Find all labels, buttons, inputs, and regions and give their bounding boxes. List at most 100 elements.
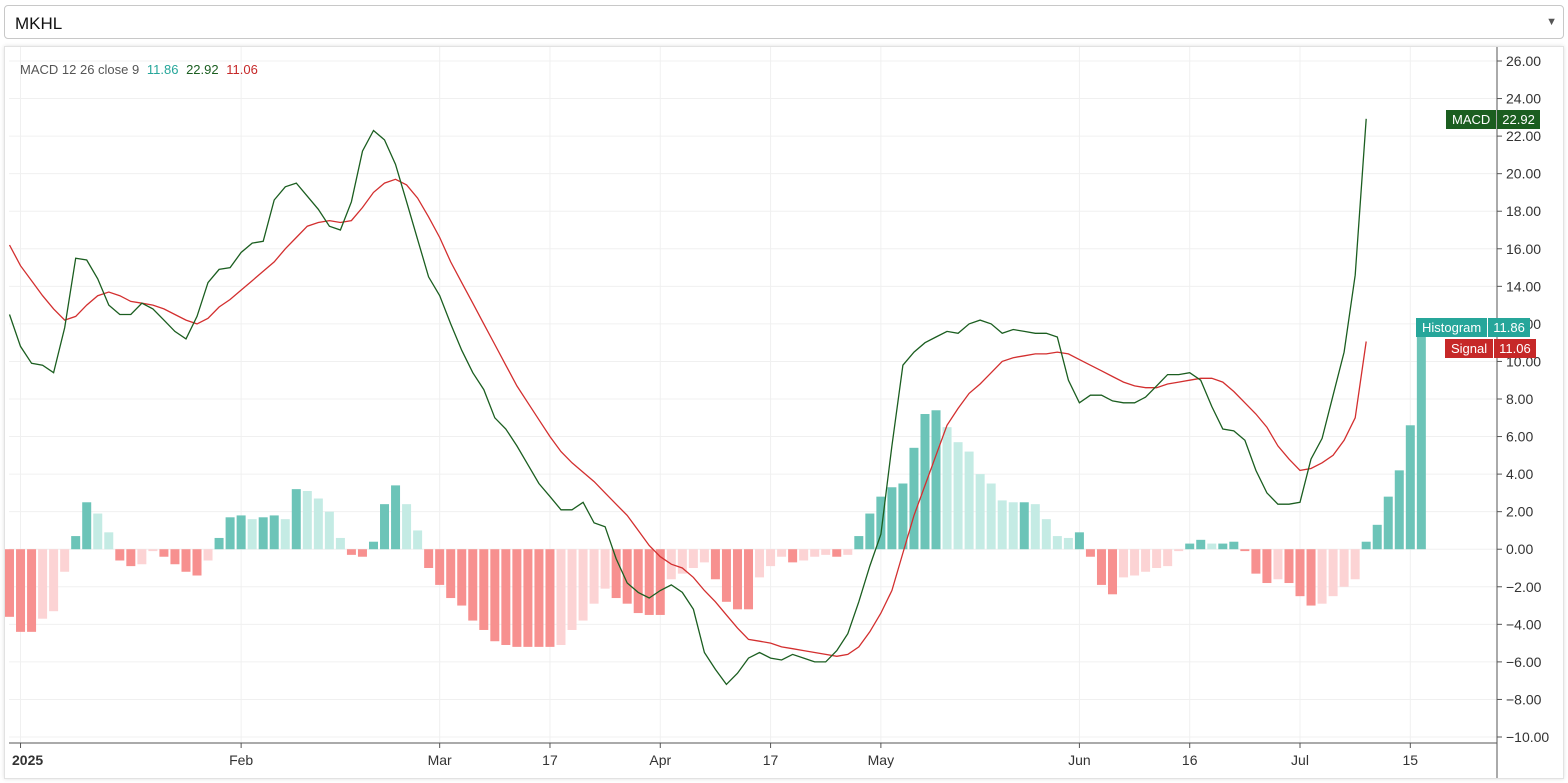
chart-panel[interactable] <box>4 46 1564 779</box>
histogram-bar <box>192 549 202 576</box>
symbol-select[interactable]: MKHL ▼ <box>4 5 1564 39</box>
histogram-bar <box>1273 549 1283 580</box>
histogram-bar <box>1394 470 1404 550</box>
histogram-bar <box>115 549 125 561</box>
histogram-bar <box>368 541 378 550</box>
histogram-bar <box>402 504 412 550</box>
x-tick-label: 17 <box>763 752 779 768</box>
histogram-bar <box>93 513 103 550</box>
histogram-bar <box>931 410 941 550</box>
histogram-bar <box>699 549 709 563</box>
histogram-bar <box>1218 543 1228 550</box>
histogram-bar <box>1361 541 1371 550</box>
histogram-bar <box>391 485 401 550</box>
histogram-bar <box>203 549 213 561</box>
histogram-bar <box>468 549 478 621</box>
histogram-bar <box>710 549 720 580</box>
histogram-bar <box>821 549 831 555</box>
histogram-bar <box>567 549 577 630</box>
signal-tag-name: Signal <box>1445 339 1494 358</box>
histogram-bar <box>413 530 423 550</box>
histogram-bar <box>556 549 566 645</box>
histogram-bar <box>997 500 1007 550</box>
histogram-bar <box>1130 549 1140 576</box>
histogram-bar <box>644 549 654 615</box>
histogram-bar <box>766 549 776 567</box>
histogram-bar <box>744 549 754 610</box>
histogram-bar <box>1008 502 1018 550</box>
histogram-bar <box>1339 549 1349 587</box>
histogram-bar <box>1119 549 1129 578</box>
histogram-bar <box>545 549 555 647</box>
histogram-bar <box>876 496 886 550</box>
histogram-bar <box>777 549 787 557</box>
signal-line <box>8 178 1367 657</box>
y-tick-label: −4.00 <box>1506 616 1542 632</box>
histogram-bar <box>633 549 643 614</box>
histogram-bar <box>148 549 158 552</box>
histogram-bar <box>964 451 974 550</box>
histogram-bars <box>5 326 1426 647</box>
y-tick-label: −10.00 <box>1506 729 1549 745</box>
histogram-bar <box>324 511 334 550</box>
histogram-bar <box>975 474 985 550</box>
macd-tag-value: 22.92 <box>1497 110 1540 129</box>
histogram-bar <box>225 517 235 550</box>
histogram-bar <box>1030 504 1040 550</box>
histogram-bar <box>755 549 765 578</box>
macd-price-tag: MACD 22.92 <box>1446 110 1540 129</box>
indicator-legend: MACD 12 26 close 9 11.86 22.92 11.06 <box>20 62 262 77</box>
histogram-bar <box>302 491 312 550</box>
histogram-bar <box>1196 539 1206 550</box>
y-tick-label: 8.00 <box>1506 391 1533 407</box>
histogram-bar <box>126 549 136 567</box>
x-tick-label: Mar <box>428 752 452 768</box>
histogram-bar <box>655 549 665 615</box>
histogram-bar <box>854 536 864 550</box>
histogram-bar <box>181 549 191 572</box>
histogram-bar <box>1229 541 1239 550</box>
x-tick-label: 16 <box>1182 752 1198 768</box>
histogram-bar <box>920 414 930 550</box>
histogram-bar <box>523 549 533 647</box>
histogram-bar <box>1141 549 1151 572</box>
histogram-bar <box>291 489 301 550</box>
x-tick-label: Apr <box>649 752 671 768</box>
histogram-bar <box>27 549 37 632</box>
histogram-bar <box>843 549 853 555</box>
histogram-bar <box>1262 549 1272 584</box>
histogram-bar <box>721 549 731 602</box>
histogram-bar <box>1085 549 1095 557</box>
histogram-bar <box>865 513 875 550</box>
time-axis: 2025 Feb Mar 17 Apr 17 May Jun 16 Jul 15 <box>12 743 1418 768</box>
chart-grid <box>9 47 1497 743</box>
histogram-bar <box>1041 519 1051 550</box>
histogram-bar <box>1074 532 1084 550</box>
histogram-tag-name: Histogram <box>1416 318 1488 337</box>
histogram-bar <box>677 549 687 574</box>
symbol-select-value: MKHL <box>15 14 63 33</box>
histogram-bar <box>1306 549 1316 606</box>
histogram-bar <box>1317 549 1327 604</box>
y-tick-label: 2.00 <box>1506 504 1533 520</box>
histogram-bar <box>1096 549 1106 585</box>
histogram-bar <box>1174 549 1184 552</box>
histogram-bar <box>313 498 323 550</box>
histogram-bar <box>357 549 367 557</box>
histogram-bar <box>435 549 445 585</box>
histogram-bar <box>137 549 147 565</box>
y-tick-label: 6.00 <box>1506 429 1533 445</box>
y-tick-label: 0.00 <box>1506 541 1533 557</box>
histogram-bar <box>49 549 59 612</box>
histogram-bar <box>512 549 522 647</box>
histogram-bar <box>236 515 246 550</box>
histogram-bar <box>104 532 114 550</box>
histogram-bar <box>71 536 81 550</box>
chevron-down-icon: ▼ <box>1546 16 1557 28</box>
legend-macd-value: 22.92 <box>186 62 219 77</box>
histogram-bar <box>269 515 279 550</box>
y-tick-label: 14.00 <box>1506 278 1541 294</box>
histogram-bar <box>1372 524 1382 550</box>
histogram-bar <box>214 537 224 550</box>
